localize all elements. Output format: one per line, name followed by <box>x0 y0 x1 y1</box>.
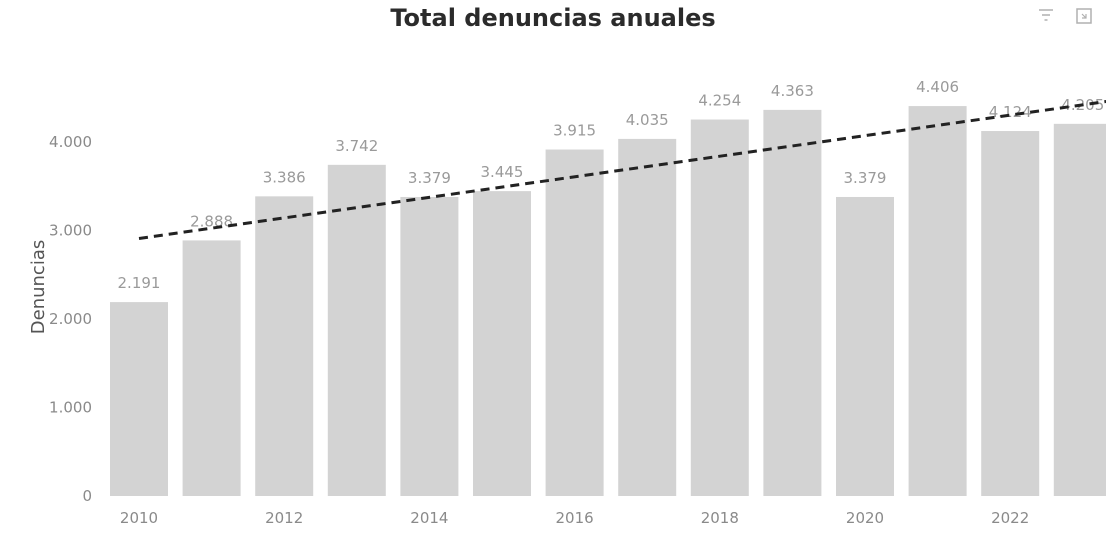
data-label: 3.386 <box>263 168 306 186</box>
y-tick-label: 1.000 <box>49 399 92 417</box>
y-tick-label: 2.000 <box>49 310 92 328</box>
x-tick-label: 2020 <box>846 509 884 527</box>
y-axis-ticks: 0 1.000 2.000 3.000 4.000 <box>49 133 92 505</box>
x-tick-label: 2018 <box>701 509 739 527</box>
trendline <box>138 100 1106 240</box>
data-label: 4.254 <box>698 92 741 110</box>
data-label: 3.915 <box>553 122 596 140</box>
bar[interactable] <box>981 131 1040 496</box>
bar[interactable] <box>473 191 531 496</box>
data-labels: 2.191 2.888 3.386 3.742 3.379 3.445 3.915 4.035… <box>118 78 1105 292</box>
data-label: 4.035 <box>626 111 669 129</box>
bar[interactable] <box>182 240 241 496</box>
x-tick-label: 2010 <box>120 509 158 527</box>
x-axis-ticks: 2010 2012 2014 2016 2018 2020 2022 <box>120 509 1029 527</box>
y-tick-label: 0 <box>82 487 92 505</box>
chart-title: Total denuncias anuales <box>390 4 716 32</box>
x-tick-label: 2014 <box>410 509 448 527</box>
bar[interactable] <box>255 196 314 497</box>
data-label: 4.363 <box>771 82 814 100</box>
x-tick-label: 2022 <box>991 509 1029 527</box>
data-label: 2.191 <box>118 274 161 292</box>
bar[interactable] <box>618 138 677 496</box>
y-tick-label: 3.000 <box>49 222 92 240</box>
bar[interactable] <box>545 149 604 496</box>
bar[interactable] <box>690 119 749 497</box>
data-label: 4.406 <box>916 78 959 96</box>
data-label: 3.445 <box>481 163 524 181</box>
y-axis-label: Denuncias <box>28 240 49 334</box>
bars <box>110 106 1106 497</box>
data-label: 2.888 <box>190 212 233 230</box>
focus-mode-icon[interactable] <box>1074 6 1094 26</box>
bar[interactable] <box>763 109 822 496</box>
x-tick-label: 2016 <box>556 509 594 527</box>
bar[interactable] <box>110 302 168 496</box>
bar[interactable] <box>327 164 386 496</box>
data-label: 4.124 <box>989 103 1032 121</box>
bar[interactable] <box>1053 123 1106 497</box>
bar[interactable] <box>400 196 459 496</box>
x-tick-label: 2012 <box>265 509 303 527</box>
filter-icon[interactable] <box>1036 6 1056 26</box>
y-tick-label: 4.000 <box>49 133 92 151</box>
bar[interactable] <box>836 196 894 496</box>
bar[interactable] <box>908 106 967 496</box>
data-label: 3.742 <box>335 137 378 155</box>
data-label: 3.379 <box>408 169 451 187</box>
data-label: 3.379 <box>844 169 887 187</box>
